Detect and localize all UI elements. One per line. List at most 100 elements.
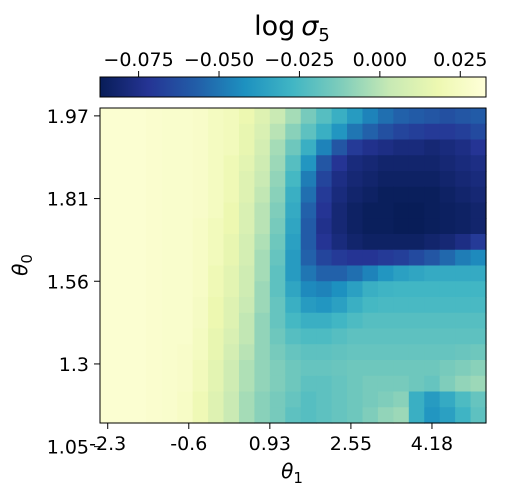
heatmap-cell: [439, 375, 456, 393]
heatmap-cell: [161, 344, 178, 361]
heatmap-cell: [238, 375, 255, 393]
heatmap-cell: [269, 186, 286, 204]
heatmap-cell: [455, 360, 472, 377]
x-tick-label: 2.55: [330, 433, 372, 455]
heatmap-cell: [269, 202, 286, 219]
y-axis-symbol: θ: [8, 264, 32, 276]
heatmap-cell: [192, 249, 209, 267]
heatmap-cell: [455, 186, 472, 204]
heatmap-cell: [177, 265, 194, 282]
heatmap-cell: [115, 202, 132, 219]
heatmap-cell: [269, 155, 286, 172]
heatmap-cell: [377, 249, 394, 267]
heatmap-cell: [115, 344, 132, 361]
heatmap-cell: [130, 265, 147, 282]
heatmap-cell: [455, 312, 472, 330]
heatmap-cell: [362, 139, 379, 156]
heatmap-cell: [161, 312, 178, 330]
heatmap-cell: [331, 407, 348, 424]
heatmap-cell: [130, 155, 147, 172]
heatmap-cell: [455, 407, 472, 424]
heatmap-cell: [316, 234, 333, 251]
heatmap-cell: [177, 139, 194, 156]
heatmap-cell: [100, 171, 117, 188]
heatmap-cell: [424, 234, 441, 251]
heatmap-cell: [146, 234, 163, 251]
heatmap-cell: [408, 139, 425, 156]
heatmap-cell: [208, 155, 225, 172]
heatmap-cell: [130, 297, 147, 314]
heatmap-cell: [408, 375, 425, 393]
heatmap-cell: [238, 108, 255, 125]
heatmap-cell: [208, 265, 225, 282]
heatmap-cell: [208, 123, 225, 141]
heatmap-cells: [100, 108, 487, 424]
heatmap-cell: [100, 391, 117, 408]
heatmap-cell: [347, 360, 364, 377]
y-tick-label: 1.81: [47, 189, 89, 211]
heatmap-cell: [177, 234, 194, 251]
heatmap-cell: [208, 186, 225, 204]
x-axis-symbol: θ: [281, 459, 293, 483]
heatmap-cell: [238, 360, 255, 377]
heatmap-cell: [285, 171, 302, 188]
heatmap-cell: [269, 297, 286, 314]
heatmap-cell: [269, 249, 286, 267]
heatmap-cell: [177, 249, 194, 267]
heatmap-cell: [470, 391, 487, 408]
heatmap-cell: [177, 328, 194, 345]
heatmap-cell: [439, 312, 456, 330]
heatmap-cell: [377, 297, 394, 314]
y-axis-subscript: 0: [18, 254, 36, 264]
heatmap-cell: [377, 171, 394, 188]
heatmap-cell: [223, 171, 240, 188]
heatmap-cell: [192, 360, 209, 377]
colorbar-tick-label: 0.000: [353, 49, 407, 71]
heatmap-cell: [424, 360, 441, 377]
heatmap-cell: [192, 407, 209, 424]
heatmap-cell: [393, 202, 410, 219]
heatmap-cell: [408, 234, 425, 251]
heatmap-cell: [408, 328, 425, 345]
heatmap-cell: [177, 281, 194, 298]
heatmap-cell: [331, 344, 348, 361]
heatmap-cell: [115, 123, 132, 141]
heatmap-cell: [192, 155, 209, 172]
heatmap-cell: [393, 312, 410, 330]
heatmap-cell: [455, 375, 472, 393]
colorbar-tick-label: −0.050: [184, 49, 254, 71]
heatmap-cell: [208, 312, 225, 330]
heatmap-cell: [377, 328, 394, 345]
heatmap-cell: [439, 123, 456, 141]
heatmap-cell: [177, 202, 194, 219]
heatmap-cell: [424, 249, 441, 267]
heatmap-cell: [192, 234, 209, 251]
heatmap-cell: [208, 391, 225, 408]
colorbar: [99, 76, 487, 98]
heatmap-cell: [316, 139, 333, 156]
heatmap-cell: [455, 139, 472, 156]
heatmap-cell: [347, 249, 364, 267]
heatmap-cell: [408, 249, 425, 267]
heatmap-cell: [146, 297, 163, 314]
heatmap-cell: [208, 281, 225, 298]
heatmap-cell: [223, 218, 240, 235]
heatmap-cell: [331, 202, 348, 219]
x-axis-label: θ1: [281, 459, 303, 487]
heatmap-cell: [408, 218, 425, 235]
heatmap-cell: [455, 108, 472, 125]
heatmap-cell: [408, 281, 425, 298]
plot-frame: [99, 107, 487, 424]
heatmap-cell: [161, 265, 178, 282]
heatmap-cell: [223, 375, 240, 393]
heatmap-cell: [393, 281, 410, 298]
heatmap-cell: [146, 328, 163, 345]
heatmap-cell: [377, 312, 394, 330]
heatmap-cell: [377, 234, 394, 251]
heatmap-cell: [177, 171, 194, 188]
heatmap-cell: [146, 139, 163, 156]
y-tick-label: 1.05: [47, 437, 89, 459]
heatmap-cell: [192, 123, 209, 141]
heatmap-cell: [223, 391, 240, 408]
heatmap-cell: [100, 328, 117, 345]
